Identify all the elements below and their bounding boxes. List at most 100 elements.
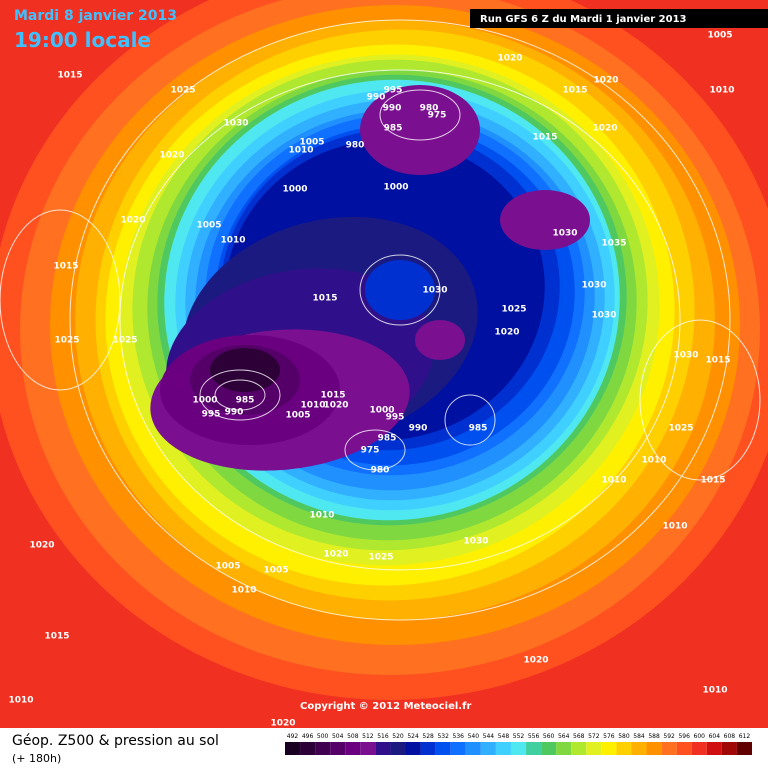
- legend-swatch: [285, 742, 301, 755]
- isobar-label: 985: [236, 396, 255, 406]
- isobar-label: 1000: [383, 183, 408, 193]
- isobar-label: 1010: [309, 511, 334, 521]
- legend-label: 500: [317, 733, 329, 740]
- legend-swatch: [300, 742, 316, 755]
- legend-label: 596: [678, 733, 690, 740]
- isobar-label: 1020: [323, 550, 348, 560]
- date: Mardi 8 janvier 2013: [14, 8, 177, 24]
- isobar-label: 1030: [591, 311, 616, 321]
- legend-label: 496: [302, 733, 314, 740]
- isobar-label: 1005: [196, 221, 221, 231]
- isobar-label: 1005: [285, 411, 310, 421]
- field-area: [500, 190, 590, 250]
- isobar-label: 1010: [641, 456, 666, 466]
- legend-swatch: [330, 742, 346, 755]
- isobar-label: 1030: [552, 229, 577, 239]
- isobar-label: 1020: [593, 76, 618, 86]
- isobar-label: 1025: [668, 424, 693, 434]
- isobar-label: 1025: [170, 86, 195, 96]
- footer-title: Géop. Z500 & pression au sol: [12, 733, 219, 749]
- isobar-label: 995: [202, 410, 221, 420]
- legend-swatch: [661, 742, 677, 755]
- legend-swatch: [691, 742, 707, 755]
- legend-label: 508: [347, 733, 359, 740]
- legend-swatch: [435, 742, 451, 755]
- isobar-label: 980: [346, 141, 365, 151]
- legend-label: 584: [633, 733, 645, 740]
- legend-label: 564: [558, 733, 570, 740]
- legend: 492 496 500 504 508 512 516 520 524 528 532 536 540 5…: [285, 733, 752, 755]
- isobar-label: 1010: [288, 146, 313, 156]
- footer-lead: (+ 180h): [12, 752, 61, 765]
- isobar-label: 980: [371, 466, 390, 476]
- isobar-label: 975: [428, 111, 447, 121]
- isobar-label: 1030: [673, 351, 698, 361]
- legend-label: 552: [513, 733, 525, 740]
- copyright: Copyright © 2012 Meteociel.fr: [300, 701, 471, 712]
- legend-swatch: [465, 742, 481, 755]
- isobar-label: 990: [383, 104, 402, 114]
- legend-label: 604: [709, 733, 721, 740]
- isobar-label: 1005: [215, 562, 240, 572]
- legend-swatch: [480, 742, 496, 755]
- legend-swatch: [556, 742, 572, 755]
- isobar-label: 1000: [369, 406, 394, 416]
- legend-swatch: [721, 742, 737, 755]
- legend-swatch: [646, 742, 662, 755]
- isobar-label: 990: [225, 408, 244, 418]
- isobar-label: 1020: [523, 656, 548, 666]
- legend-swatch: [541, 742, 557, 755]
- legend-swatch: [360, 742, 376, 755]
- field-area: [360, 85, 480, 175]
- isobar-label: 1010: [220, 236, 245, 246]
- isobar-label: 1010: [709, 86, 734, 96]
- isobar-label: 1030: [422, 286, 447, 296]
- isobar-label: 1005: [707, 31, 732, 41]
- legend-label: 512: [362, 733, 374, 740]
- isobar-label: 1005: [299, 138, 324, 148]
- isobar-label: 1005: [263, 566, 288, 576]
- field-area: [415, 320, 465, 360]
- legend-swatch: [706, 742, 722, 755]
- isobar-label: 1015: [320, 391, 345, 401]
- legend-swatch: [616, 742, 632, 755]
- legend-label: 572: [588, 733, 600, 740]
- isobar-label: 1010: [300, 401, 325, 411]
- isobar-label: 975: [361, 446, 380, 456]
- run-box: [470, 9, 768, 28]
- legend-swatch: [586, 742, 602, 755]
- time: 19:00 locale: [14, 28, 151, 52]
- legend-swatch: [375, 742, 391, 755]
- legend-label: 532: [437, 733, 449, 740]
- isobar-label: 1020: [592, 124, 617, 134]
- legend-label: 612: [739, 733, 751, 740]
- isobar-label: 1015: [532, 133, 557, 143]
- isobar-label: 1020: [494, 328, 519, 338]
- isobar-label: 1015: [312, 294, 337, 304]
- legend-label: 544: [483, 733, 495, 740]
- isobar-label: 1020: [323, 401, 348, 411]
- legend-swatch: [345, 742, 361, 755]
- legend-label: 540: [468, 733, 480, 740]
- isobar-label: 1015: [44, 632, 69, 642]
- legend-label: 548: [498, 733, 510, 740]
- legend-label: 520: [392, 733, 404, 740]
- legend-label: 504: [332, 733, 344, 740]
- fields: [0, 0, 768, 728]
- isobar-label: 1015: [57, 71, 82, 81]
- isobar-label: 1020: [270, 719, 295, 729]
- run: Run GFS 6 Z du Mardi 1 janvier 2013: [480, 14, 687, 25]
- isobar-label: 990: [409, 424, 428, 434]
- isobar-label: 995: [386, 413, 405, 423]
- isobar-label: 1010: [231, 586, 256, 596]
- isobar-label: 1010: [702, 686, 727, 696]
- isobar-label: 1015: [700, 476, 725, 486]
- isobar-label: 990: [367, 93, 386, 103]
- legend-label: 580: [618, 733, 630, 740]
- legend-swatch: [601, 742, 617, 755]
- legend-label: 524: [407, 733, 419, 740]
- legend-swatch: [510, 742, 527, 755]
- legend-label: 608: [724, 733, 736, 740]
